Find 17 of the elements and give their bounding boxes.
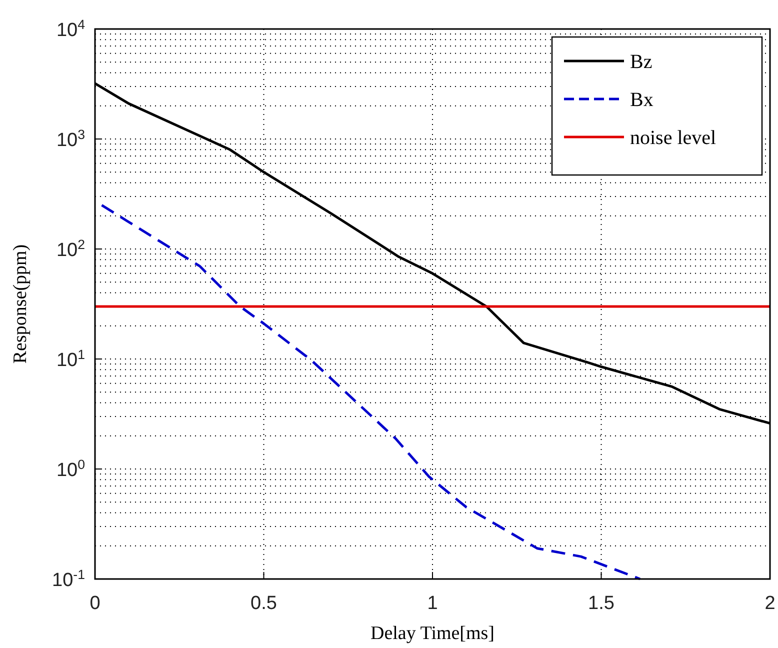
- y-tick-label: 10$^{-1}$: [52, 566, 85, 591]
- legend-label: Bx: [630, 89, 654, 111]
- x-axis-title: Delay Time[ms]: [370, 623, 495, 644]
- legend-label: Bz: [630, 51, 652, 73]
- x-tick-label: 1.5: [588, 593, 614, 614]
- legend-label: noise level: [630, 127, 717, 149]
- line-series: [100, 204, 642, 580]
- y-tick-label: 10$^{4}$: [56, 16, 85, 41]
- x-tick-label: 1: [427, 593, 438, 614]
- x-tick-label: 0.5: [250, 593, 277, 614]
- x-tick-label: 2: [764, 593, 776, 614]
- y-tick-label: 10$^{1}$: [56, 346, 85, 371]
- y-tick-label: 10$^{0}$: [56, 456, 85, 481]
- y-axis-title: Response(ppm): [10, 244, 31, 364]
- x-tick-label: 0: [90, 593, 100, 614]
- y-tick-label: 10$^{2}$: [56, 236, 85, 261]
- y-tick-label: 10$^{3}$: [56, 126, 85, 151]
